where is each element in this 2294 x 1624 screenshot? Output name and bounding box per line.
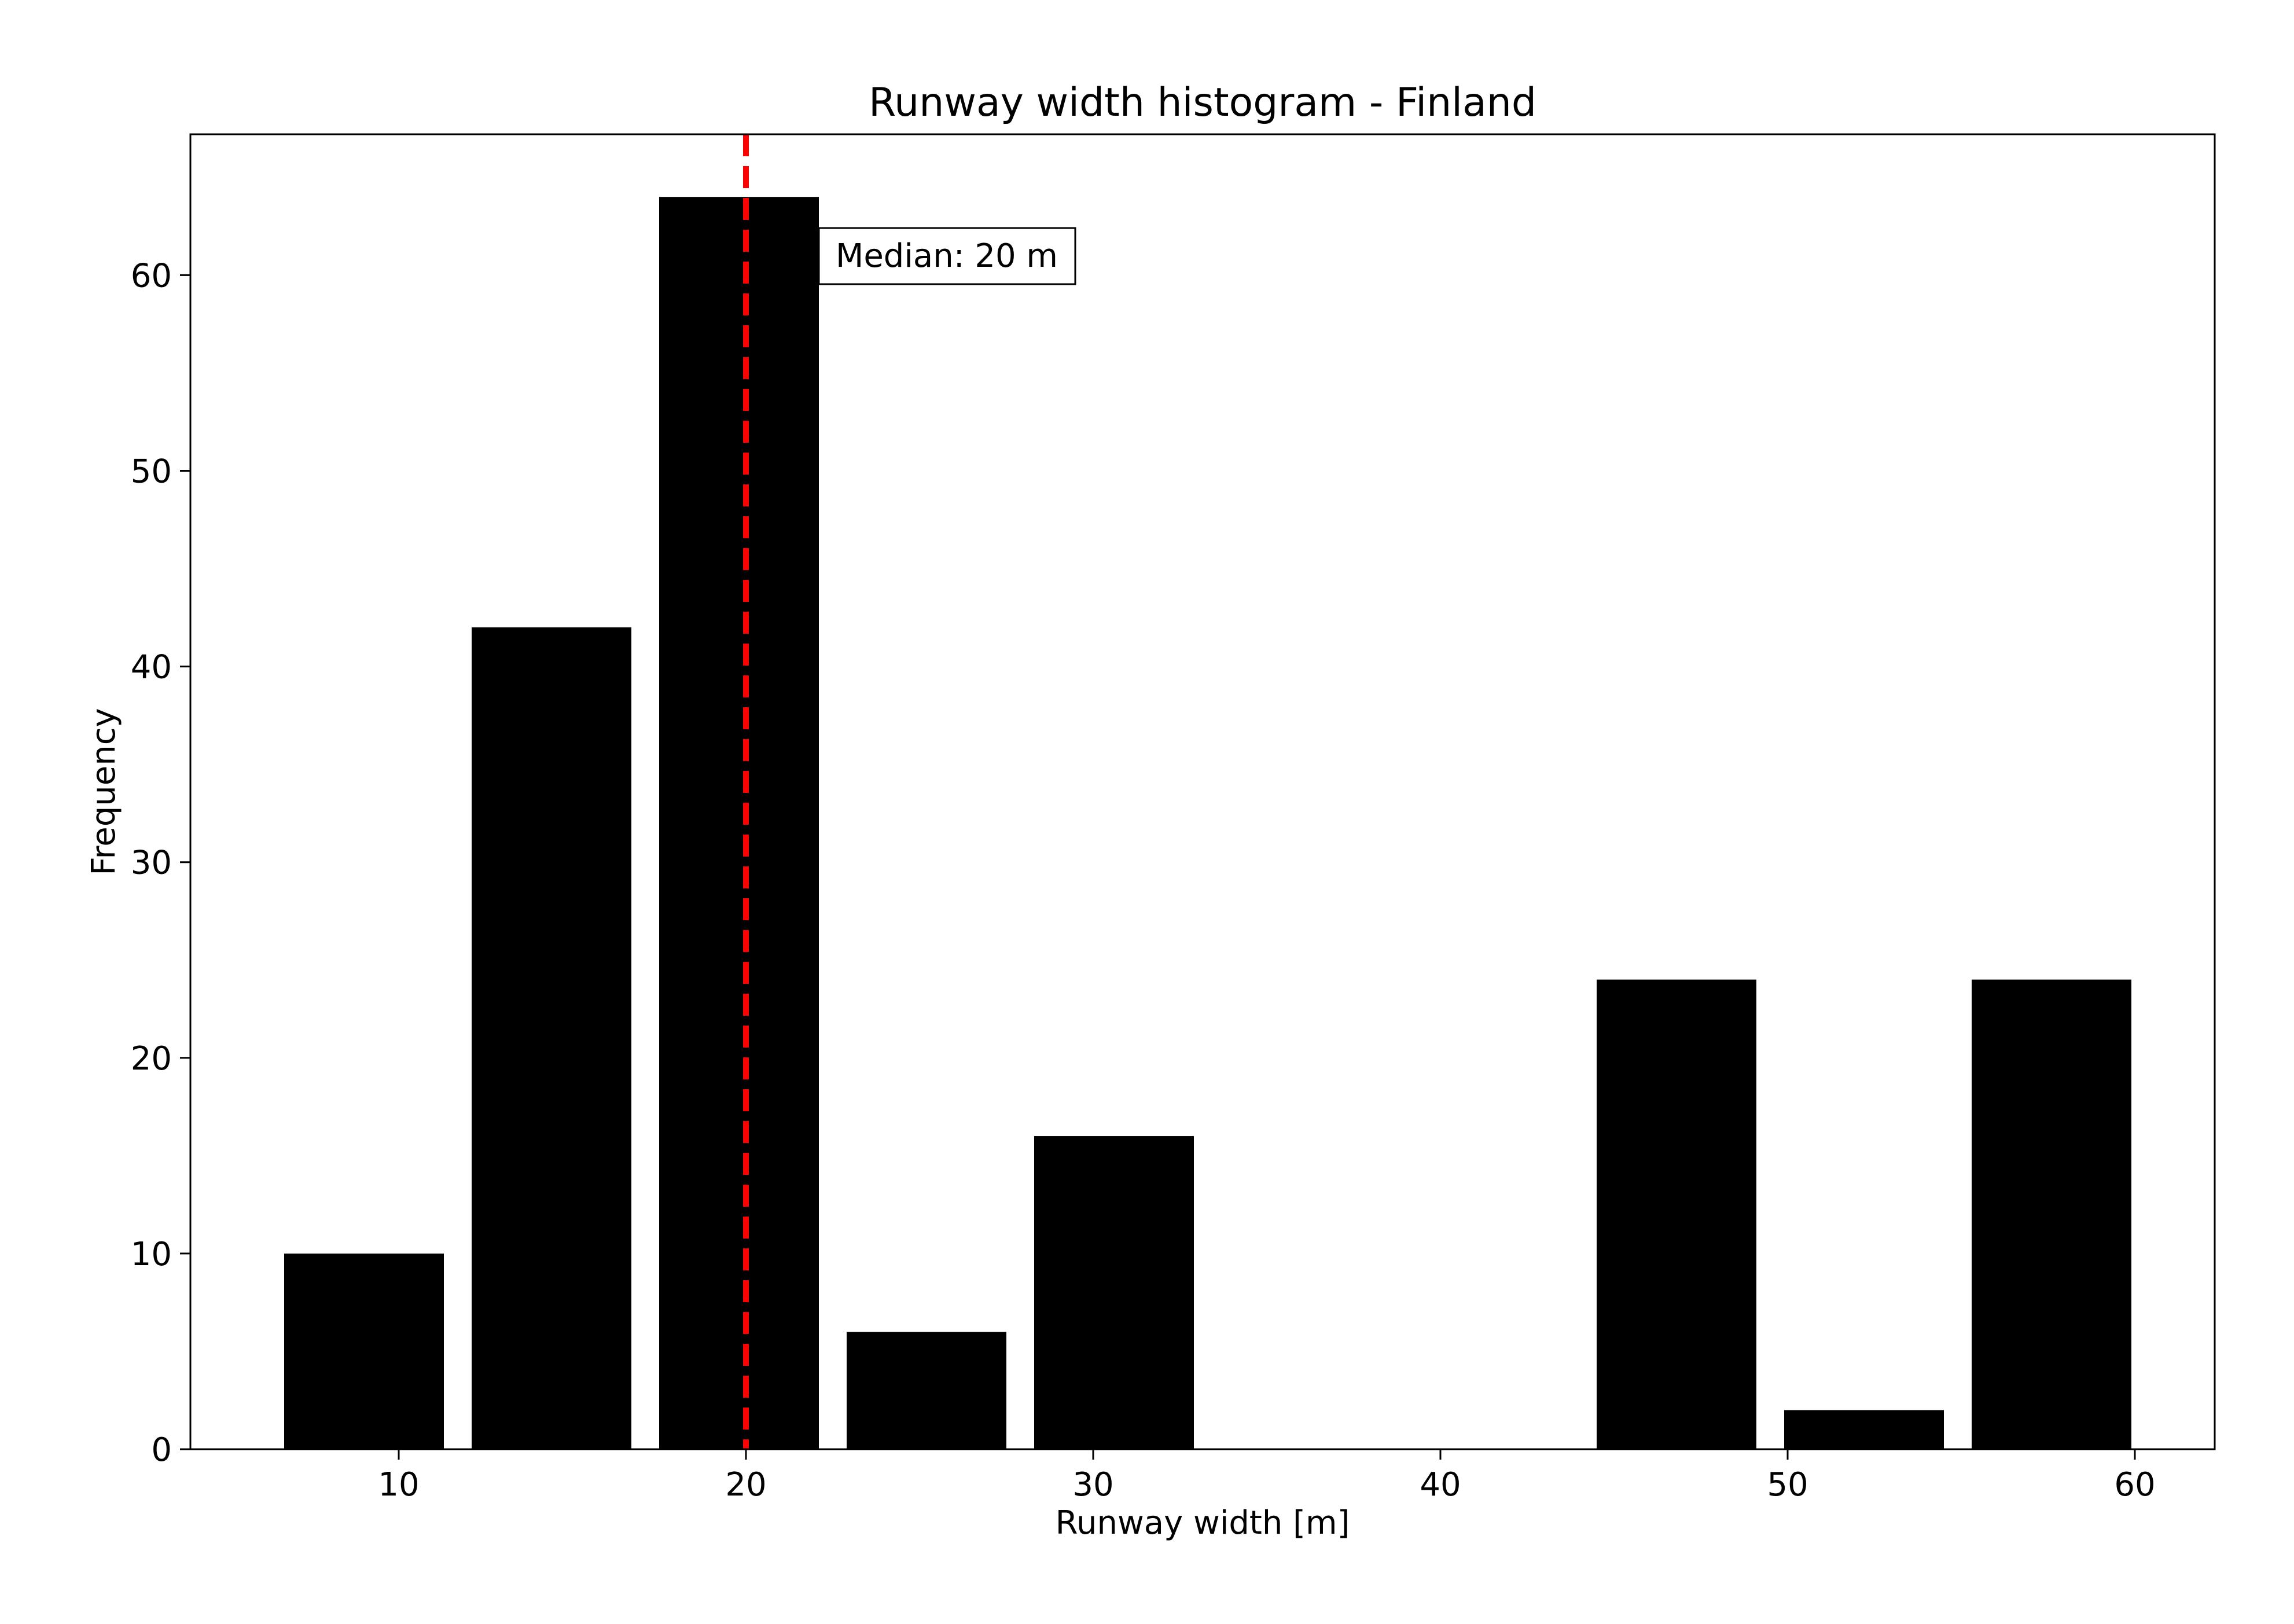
y-axis-ticks: 0 10 20 30 40 50 60 <box>131 257 190 1469</box>
histogram-bar-1 <box>284 1253 444 1449</box>
histogram-bar-2 <box>472 627 631 1449</box>
x-tick-label: 50 <box>1767 1466 1808 1504</box>
x-axis-ticks: 10 20 30 40 50 60 <box>378 1449 2156 1504</box>
histogram-bar-3 <box>659 197 819 1450</box>
y-tick-label: 30 <box>131 844 172 882</box>
y-tick-label: 20 <box>131 1040 172 1078</box>
y-tick-label: 60 <box>131 257 172 295</box>
x-tick-label: 40 <box>1420 1466 1461 1504</box>
histogram-bar-5 <box>1034 1136 1194 1449</box>
bars-group <box>284 197 2131 1450</box>
y-tick-label: 0 <box>151 1431 172 1469</box>
median-annotation-label: Median: 20 m <box>836 237 1058 275</box>
histogram-bar-8 <box>1597 979 1756 1449</box>
y-axis-label: Frequency <box>85 708 123 875</box>
chart-title: Runway width histogram - Finland <box>869 80 1536 126</box>
y-tick-label: 10 <box>131 1236 172 1273</box>
histogram-bar-9 <box>1784 1410 1944 1449</box>
y-tick-label: 40 <box>131 649 172 686</box>
plot-frame <box>189 133 2216 1450</box>
histogram-bar-10 <box>1972 979 2131 1449</box>
histogram-bar-4 <box>847 1332 1006 1449</box>
median-layer: Median: 20 m <box>743 134 1076 1449</box>
median-annotation-box <box>818 227 1076 285</box>
x-tick-label: 30 <box>1072 1466 1113 1504</box>
x-tick-label: 60 <box>2114 1466 2155 1504</box>
x-tick-label: 10 <box>378 1466 419 1504</box>
y-tick-label: 50 <box>131 453 172 491</box>
x-axis-label: Runway width [m] <box>1056 1504 1350 1542</box>
x-tick-label: 20 <box>725 1466 766 1504</box>
